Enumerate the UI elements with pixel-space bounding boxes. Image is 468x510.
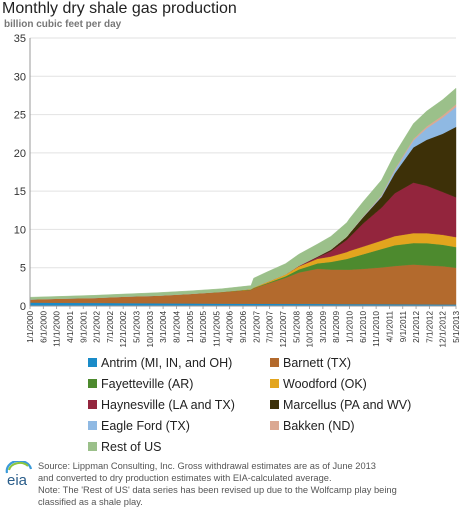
x-tick-label: 11/1/2005 — [212, 311, 221, 347]
eia-logo: eia — [4, 459, 34, 489]
source-line: classified as a shale play. — [38, 497, 143, 507]
legend-swatch — [88, 400, 97, 409]
x-tick-label: 5/1/2003 — [133, 311, 142, 343]
legend-item-marcellus: Marcellus (PA and WV) — [270, 398, 411, 412]
source-note: Source: Lippman Consulting, Inc. Gross w… — [38, 460, 466, 508]
legend-label: Barnett (TX) — [283, 356, 352, 370]
x-tick-label: 6/1/2010 — [359, 311, 368, 343]
legend-swatch — [88, 421, 97, 430]
y-tick-label: 15 — [14, 186, 26, 198]
legend-swatch — [88, 442, 97, 451]
x-axis-ticks: 1/1/2000 6/1/2000 11/1/2000 4/1/2001 9/1/200… — [26, 306, 461, 347]
y-tick-label: 35 — [14, 33, 26, 45]
x-tick-label: 1/1/2005 — [186, 311, 195, 343]
legend-label: Fayetteville (AR) — [101, 377, 194, 391]
x-tick-label: 7/1/2007 — [266, 311, 275, 343]
x-tick-label: 2/1/2002 — [93, 311, 102, 343]
eia-logo-icon: eia — [5, 459, 33, 489]
logo-arc-green — [8, 462, 29, 471]
y-tick-label: 20 — [14, 148, 26, 160]
x-tick-label: 9/1/2011 — [399, 311, 408, 343]
grid-lines — [30, 37, 456, 269]
legend-swatch — [270, 400, 279, 409]
series-area-rest — [29, 87, 457, 300]
y-axis-ticks: 0 5 10 15 20 25 30 35 — [14, 33, 26, 313]
x-tick-label: 10/1/2008 — [306, 311, 315, 348]
legend-item-barnett: Barnett (TX) — [270, 356, 351, 370]
legend-label: Marcellus (PA and WV) — [283, 398, 412, 412]
series-areas — [29, 87, 457, 307]
series-area-barnett — [29, 264, 457, 305]
legend-item-fayetteville: Fayetteville (AR) — [88, 377, 193, 391]
x-tick-label: 7/1/2012 — [425, 311, 434, 343]
x-tick-label: 7/1/2002 — [106, 311, 115, 343]
x-tick-label: 6/1/2005 — [199, 311, 208, 343]
y-tick-label: 0 — [20, 301, 26, 313]
x-tick-label: 1/1/2000 — [26, 311, 35, 343]
x-tick-label: 5/1/2008 — [292, 311, 301, 343]
legend-item-rest-of-us: Rest of US — [88, 440, 161, 454]
area-chart: 0 5 10 15 20 25 30 35 1/1/2000 6/1/2000 11/1/2000… — [14, 33, 461, 347]
legend-swatch — [270, 379, 279, 388]
x-tick-label: 12/1/2002 — [119, 311, 128, 348]
legend-label: Rest of US — [101, 440, 162, 454]
x-tick-label: 4/1/2011 — [385, 311, 394, 343]
x-tick-label: 4/1/2001 — [66, 311, 75, 343]
x-tick-label: 10/1/2003 — [146, 311, 155, 348]
legend-swatch — [270, 358, 279, 367]
x-tick-label: 2/1/2007 — [252, 311, 261, 343]
source-line: Source: Lippman Consulting, Inc. Gross w… — [38, 461, 376, 471]
chart-title: Monthly dry shale gas production — [2, 0, 237, 17]
legend-label: Haynesville (LA and TX) — [101, 398, 235, 412]
legend-item-woodford: Woodford (OK) — [270, 377, 367, 391]
legend-item-antrim: Antrim (MI, IN, and OH) — [88, 356, 232, 370]
y-tick-label: 30 — [14, 71, 26, 83]
source-line: and converted to dry production estimate… — [38, 473, 332, 483]
x-tick-label: 9/1/2006 — [239, 311, 248, 343]
legend-swatch — [88, 379, 97, 388]
legend-label: Woodford (OK) — [283, 377, 367, 391]
legend-label: Antrim (MI, IN, and OH) — [101, 356, 233, 370]
legend-item-haynesville: Haynesville (LA and TX) — [88, 398, 235, 412]
x-tick-label: 12/1/2012 — [439, 311, 448, 348]
source-line: Note: The 'Rest of US' data series has b… — [38, 485, 397, 495]
x-tick-label: 12/1/2007 — [279, 311, 288, 348]
chart-subtitle: billion cubic feet per day — [4, 19, 122, 30]
x-tick-label: 3/1/2009 — [319, 311, 328, 343]
legend-swatch — [270, 421, 279, 430]
x-tick-label: 2/1/2012 — [412, 311, 421, 343]
logo-arc-blue — [5, 459, 33, 474]
legend-item-bakken: Bakken (ND) — [270, 419, 355, 433]
legend-item-eagle-ford: Eagle Ford (TX) — [88, 419, 190, 433]
x-tick-label: 8/1/2009 — [332, 311, 341, 343]
legend-swatch — [88, 358, 97, 367]
x-tick-label: 1/1/2010 — [346, 311, 355, 343]
x-tick-label: 4/1/2006 — [226, 311, 235, 343]
x-tick-label: 9/1/2001 — [79, 311, 88, 343]
y-tick-label: 10 — [14, 224, 26, 236]
x-tick-label: 11/1/2010 — [372, 311, 381, 347]
x-tick-label: 8/1/2004 — [172, 311, 181, 343]
x-tick-label: 6/1/2000 — [39, 311, 48, 343]
x-tick-label: 5/1/2013 — [452, 311, 461, 343]
y-tick-label: 5 — [20, 263, 26, 275]
legend-label: Bakken (ND) — [283, 419, 355, 433]
logo-text: eia — [7, 472, 28, 487]
x-tick-label: 3/1/2004 — [159, 311, 168, 343]
y-tick-label: 25 — [14, 110, 26, 122]
legend-label: Eagle Ford (TX) — [101, 419, 190, 433]
x-tick-label: 11/1/2000 — [53, 311, 62, 347]
